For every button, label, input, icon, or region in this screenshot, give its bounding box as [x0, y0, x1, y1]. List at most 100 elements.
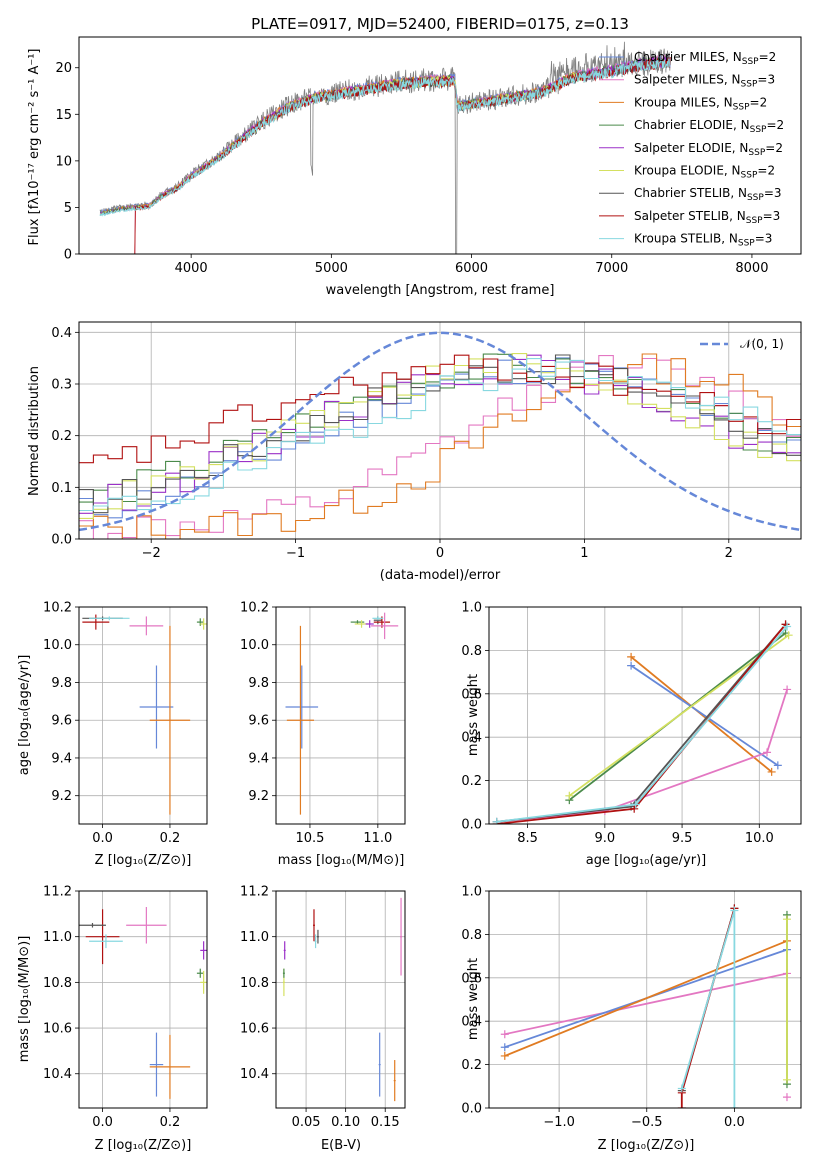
- weight-vs-age-ylabel: mass weight: [466, 674, 481, 756]
- y-tick-label: 0.2: [51, 429, 72, 444]
- weight-marker: [500, 1030, 509, 1039]
- x-tick-label: 0.2: [160, 831, 181, 846]
- weight-vs-age-xlabel: age [log₁₀(age/yr)]: [586, 853, 707, 868]
- weight-line: [504, 972, 788, 1036]
- plot-area: [82, 614, 207, 815]
- weight-marker: [500, 1043, 509, 1052]
- weight-marker: [782, 915, 791, 924]
- y-tick-label: 9.4: [51, 751, 72, 766]
- y-tick-label: 10: [55, 154, 72, 169]
- x-tick-label: 5000: [315, 261, 348, 276]
- legend-entry: Salpeter ELODIE, NSSP=2: [634, 141, 783, 158]
- x-tick-label: 0.10: [331, 1115, 360, 1130]
- y-tick-label: 0.8: [461, 928, 482, 943]
- x-tick-label: −0.5: [631, 1115, 663, 1130]
- y-tick-label: 0.0: [51, 533, 72, 548]
- mass-vs-z-xlabel: Z [log₁₀(Z/Z⊙)]: [95, 1138, 192, 1153]
- y-tick-label: 0.4: [461, 731, 482, 746]
- weight-marker: [565, 791, 574, 800]
- y-tick-label: 9.8: [248, 676, 269, 691]
- residuals-legend-label: 𝒩(0, 1): [740, 337, 784, 351]
- x-tick-label: 6000: [455, 261, 488, 276]
- x-tick-label: 0.15: [371, 1115, 400, 1130]
- weight-vs-z-axes: −1.0 −0.5 0.0 0.0 0.2 0.4 0.6 0.8 1.0: [461, 885, 802, 1130]
- plot-area: [282, 897, 403, 1102]
- weight-marker: [763, 748, 772, 757]
- y-tick-label: 0: [64, 248, 72, 263]
- y-tick-label: 0.2: [461, 1058, 482, 1073]
- y-tick-label: 0.6: [461, 971, 482, 986]
- legend-entry: Kroupa STELIB, NSSP=3: [634, 232, 772, 249]
- residual-histogram: [79, 358, 801, 512]
- y-tick-label: 5: [64, 201, 72, 216]
- axes-frame: [488, 890, 802, 1109]
- axes-frame: [78, 606, 208, 825]
- weight-marker: [784, 631, 793, 640]
- plot-area: [500, 904, 791, 1108]
- y-tick-label: 11.0: [43, 930, 72, 945]
- mass-vs-ebv-axes: 0.05 0.10 0.15 10.4 10.6 10.8 11.0 11.2: [240, 885, 406, 1130]
- axes-frame: [275, 606, 406, 825]
- x-tick-label: 1: [580, 546, 588, 561]
- weight-marker: [627, 652, 636, 661]
- weight-vs-z-xlabel: Z [log₁₀(Z/Z⊙)]: [598, 1138, 695, 1153]
- spectrum-legend: Chabrier MILES, NSSP=2 Salpeter MILES, NS…: [599, 50, 784, 249]
- mass-vs-ebv-xlabel: E(B-V): [321, 1138, 361, 1153]
- legend-entry: Kroupa ELODIE, NSSP=2: [634, 164, 775, 181]
- age-vs-mass-axes: 10.5 11.0 9.2 9.4 9.6 9.8 10.0 10.2: [240, 601, 406, 846]
- x-tick-label: −1: [286, 546, 305, 561]
- weight-vs-z-ylabel: mass weight: [466, 958, 481, 1040]
- legend-entry: Salpeter MILES, NSSP=3: [634, 73, 775, 90]
- y-tick-label: 10.2: [240, 601, 269, 616]
- y-tick-label: 11.2: [240, 885, 269, 900]
- y-tick-label: 0.4: [51, 326, 72, 341]
- y-tick-label: 10.2: [43, 601, 72, 616]
- weight-marker: [492, 817, 501, 824]
- y-tick-label: 9.8: [51, 676, 72, 691]
- plot-area: [285, 612, 399, 815]
- plot-area: [79, 331, 801, 539]
- x-tick-label: 0.0: [724, 1115, 745, 1130]
- weight-marker: [782, 1075, 791, 1084]
- x-tick-label: 10.5: [295, 831, 324, 846]
- x-tick-label: −2: [142, 546, 161, 561]
- residuals-xlabel: (data-model)/error: [380, 568, 501, 583]
- weight-marker: [767, 767, 776, 776]
- mass-vs-z-ylabel: mass [log₁₀(M/M⊙)]: [17, 936, 32, 1063]
- residual-histogram: [79, 354, 801, 464]
- y-tick-label: 0.6: [461, 687, 482, 702]
- spectrum-ylabel: Flux [fλ10⁻¹⁷ erg cm⁻² s⁻¹ A⁻¹]: [27, 49, 42, 246]
- weight-marker: [630, 804, 639, 813]
- legend-entry: Chabrier ELODIE, NSSP=2: [634, 118, 784, 135]
- weight-marker: [631, 800, 640, 809]
- y-tick-label: 9.6: [51, 714, 72, 729]
- age-vs-z-xlabel: Z [log₁₀(Z/Z⊙)]: [95, 853, 192, 868]
- x-tick-label: 10.0: [745, 831, 774, 846]
- mass-vs-z-axes: 0.0 0.2 10.4 10.6 10.8 11.0 11.2: [43, 885, 208, 1130]
- y-tick-label: 10.8: [240, 976, 269, 991]
- y-tick-label: 20: [55, 61, 72, 76]
- plot-area: [492, 620, 793, 824]
- y-tick-label: 0.0: [461, 1102, 482, 1117]
- x-tick-label: 0.0: [92, 1115, 113, 1130]
- y-tick-label: 0.4: [461, 1015, 482, 1030]
- age-vs-z-ylabel: age [log₁₀(age/yr)]: [17, 655, 32, 776]
- x-tick-label: 4000: [175, 261, 208, 276]
- spectrum-axes: 4000 5000 6000 7000 8000 0 5 10 15 20: [55, 36, 802, 276]
- y-tick-label: 0.2: [461, 774, 482, 789]
- x-tick-label: 11.0: [363, 831, 392, 846]
- weight-marker: [782, 1093, 791, 1102]
- axes-frame: [78, 36, 802, 255]
- y-tick-label: 10.0: [240, 638, 269, 653]
- y-tick-label: 9.2: [51, 789, 72, 804]
- y-tick-label: 10.6: [43, 1022, 72, 1037]
- x-tick-label: 0.0: [92, 831, 113, 846]
- y-tick-label: 9.6: [248, 714, 269, 729]
- weight-marker: [783, 622, 792, 631]
- y-tick-label: 15: [55, 108, 72, 123]
- y-tick-label: 10.4: [240, 1067, 269, 1082]
- gaussian-curve: [79, 331, 801, 532]
- y-tick-label: 10.0: [43, 638, 72, 653]
- axes-frame: [488, 606, 802, 825]
